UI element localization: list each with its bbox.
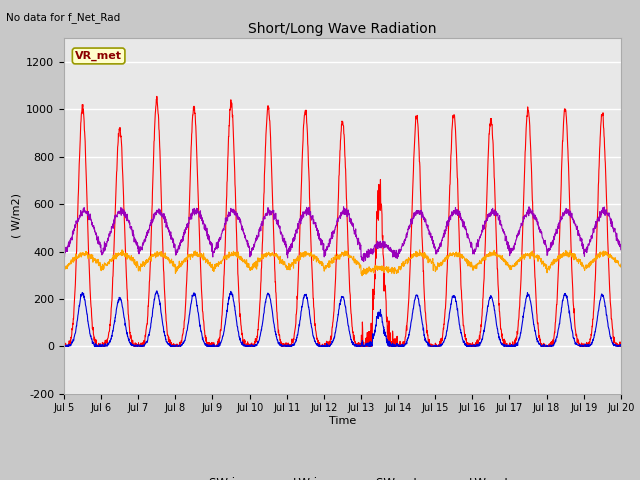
LW out — [584, 247, 591, 252]
Line: SW in: SW in — [64, 96, 621, 346]
LW in — [568, 254, 576, 260]
SW in — [568, 272, 576, 277]
LW out — [360, 259, 367, 264]
SW in — [216, 336, 223, 341]
SW in — [584, 342, 591, 348]
SW out — [584, 343, 591, 349]
SW out — [61, 343, 68, 349]
SW in — [371, 276, 379, 282]
LW out — [525, 204, 533, 210]
Line: SW out: SW out — [64, 291, 621, 346]
Legend: SW in, LW in, SW out, LW out: SW in, LW in, SW out, LW out — [172, 472, 513, 480]
LW out — [60, 250, 68, 256]
LW in — [505, 262, 513, 268]
SW out — [617, 343, 625, 349]
LW in — [358, 273, 366, 278]
SW out — [371, 329, 379, 335]
Line: LW in: LW in — [64, 250, 621, 276]
SW out — [60, 343, 68, 349]
LW out — [216, 237, 223, 243]
LW in — [359, 268, 367, 274]
SW out — [359, 343, 367, 349]
LW in — [118, 247, 126, 253]
SW in — [60, 342, 68, 348]
LW in — [60, 266, 68, 272]
LW out — [617, 247, 625, 252]
Title: Short/Long Wave Radiation: Short/Long Wave Radiation — [248, 22, 436, 36]
LW in — [371, 265, 379, 271]
LW in — [216, 261, 223, 266]
LW out — [568, 212, 576, 218]
LW out — [371, 243, 379, 249]
SW out — [216, 343, 223, 348]
SW in — [359, 343, 367, 349]
X-axis label: Time: Time — [329, 416, 356, 426]
SW out — [568, 328, 576, 334]
Line: LW out: LW out — [64, 207, 621, 262]
LW out — [358, 255, 366, 261]
Text: VR_met: VR_met — [75, 51, 122, 61]
LW in — [617, 261, 625, 267]
LW out — [504, 243, 512, 249]
SW in — [505, 343, 513, 349]
LW in — [584, 265, 591, 271]
SW out — [505, 343, 513, 349]
SW out — [153, 288, 161, 294]
SW in — [60, 343, 68, 349]
SW in — [617, 343, 625, 349]
Text: No data for f_Net_Rad: No data for f_Net_Rad — [6, 12, 121, 23]
SW in — [153, 94, 161, 99]
Y-axis label: ( W/m2): ( W/m2) — [12, 193, 22, 239]
